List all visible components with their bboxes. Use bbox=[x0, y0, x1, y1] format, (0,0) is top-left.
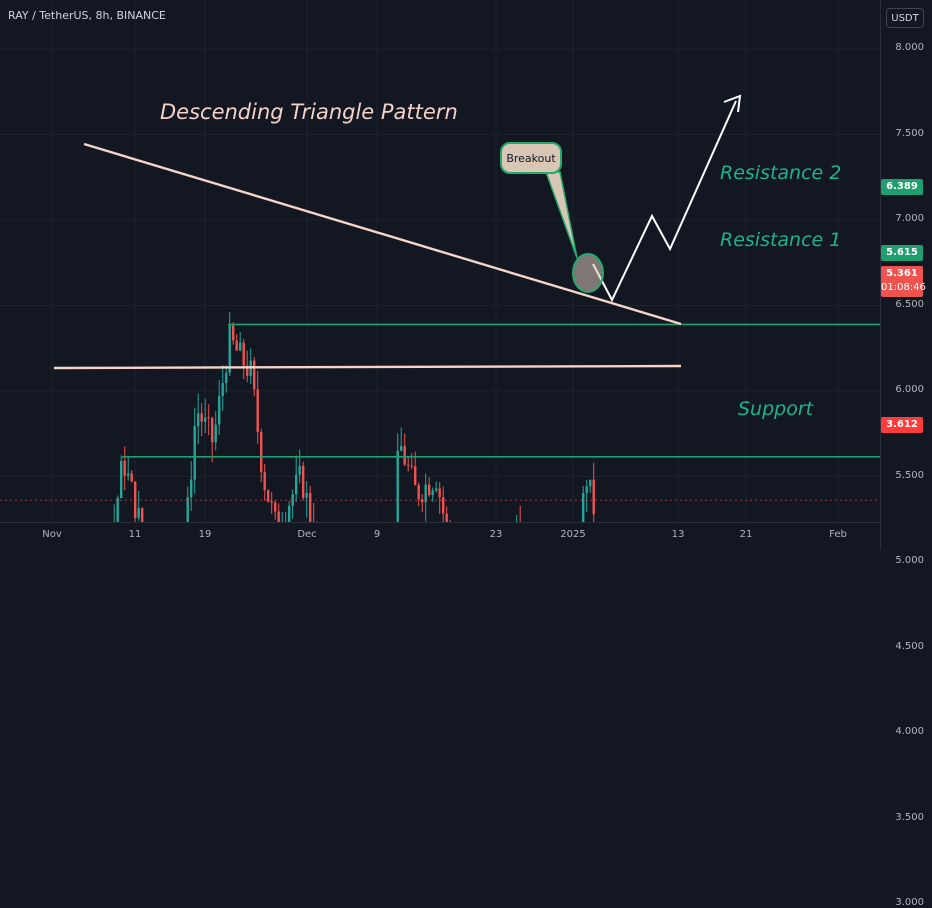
candle-body bbox=[288, 506, 290, 522]
candle-body bbox=[194, 426, 196, 480]
candle-body bbox=[215, 425, 217, 443]
candle-body bbox=[414, 466, 416, 485]
price-tick-label: 7.500 bbox=[895, 128, 924, 139]
time-tick-label: 19 bbox=[199, 529, 212, 540]
candle-body bbox=[117, 498, 119, 522]
candle-body bbox=[131, 473, 133, 481]
time-tick-label: Dec bbox=[297, 529, 316, 540]
price-tick-label: 8.000 bbox=[895, 42, 924, 53]
candle-body bbox=[124, 461, 126, 476]
candle-body bbox=[138, 508, 140, 518]
candle-body bbox=[260, 432, 262, 472]
candle-body bbox=[295, 475, 297, 494]
breakout-callout: Breakout bbox=[500, 142, 562, 174]
resistance-1-price-tag: 5.615 bbox=[881, 245, 923, 261]
resistance-2-price-tag: 6.389 bbox=[881, 179, 923, 195]
candles bbox=[1, 312, 595, 522]
time-tick-label: 9 bbox=[374, 529, 380, 540]
candle-body bbox=[432, 490, 434, 495]
candle-body bbox=[190, 480, 192, 498]
descending-trendline bbox=[84, 144, 681, 324]
candle-body bbox=[127, 473, 129, 475]
candle-body bbox=[428, 484, 430, 495]
candle-body bbox=[418, 485, 420, 499]
candle-body bbox=[243, 343, 245, 366]
candle-body bbox=[134, 482, 136, 518]
candle-body bbox=[197, 413, 199, 426]
price-tick-label: 4.500 bbox=[895, 641, 924, 652]
breakout-circle bbox=[573, 254, 603, 292]
resistance-1-label: Resistance 1 bbox=[720, 229, 841, 251]
current-price-tag: 5.361 01:08:46 bbox=[881, 266, 923, 297]
candle-body bbox=[236, 340, 238, 350]
time-tick-label: 13 bbox=[672, 529, 685, 540]
candle-body bbox=[278, 512, 280, 522]
candle-body bbox=[120, 461, 122, 498]
symbol-title: RAY / TetherUS, 8h, BINANCE bbox=[8, 9, 166, 22]
candle-body bbox=[274, 503, 276, 512]
currency-button[interactable]: USDT bbox=[886, 8, 924, 28]
candle-body bbox=[222, 383, 224, 396]
candle-body bbox=[253, 361, 255, 390]
time-tick-label: 23 bbox=[490, 529, 503, 540]
chart-plot-area[interactable] bbox=[0, 0, 880, 522]
price-tick-label: 6.500 bbox=[895, 299, 924, 310]
candle-body bbox=[582, 493, 584, 522]
candle-body bbox=[302, 466, 304, 498]
candle-body bbox=[439, 488, 441, 497]
current-price-value: 5.361 bbox=[881, 267, 923, 281]
price-tick-label: 3.000 bbox=[895, 897, 924, 908]
candle-body bbox=[218, 396, 220, 424]
candle-body bbox=[201, 413, 203, 421]
candle-body bbox=[271, 501, 273, 502]
candle-body bbox=[586, 486, 588, 493]
support-price-tag: 3.612 bbox=[881, 417, 923, 433]
candle-body bbox=[141, 508, 143, 522]
price-tick-label: 7.000 bbox=[895, 213, 924, 224]
candle-body bbox=[229, 325, 231, 372]
support-label: Support bbox=[738, 398, 813, 420]
candle-body bbox=[204, 417, 206, 421]
candle-body bbox=[208, 417, 210, 418]
bar-countdown: 01:08:46 bbox=[881, 281, 923, 295]
candle-body bbox=[187, 497, 189, 522]
candle-body bbox=[593, 480, 595, 515]
candle-body bbox=[267, 490, 269, 501]
time-tick-label: 21 bbox=[740, 529, 753, 540]
candle-body bbox=[225, 373, 227, 383]
candle-body bbox=[299, 466, 301, 475]
candle-body bbox=[306, 493, 308, 498]
candle-body bbox=[239, 343, 241, 351]
candle-body bbox=[400, 446, 402, 451]
time-tick-label: 11 bbox=[129, 529, 142, 540]
grid bbox=[0, 0, 880, 522]
candle-body bbox=[264, 472, 266, 490]
price-tick-label: 5.500 bbox=[895, 470, 924, 481]
candle-body bbox=[411, 465, 413, 466]
candle-body bbox=[309, 493, 311, 522]
candle-body bbox=[232, 325, 234, 340]
candle-body bbox=[257, 389, 259, 432]
breakout-callout-pointer bbox=[546, 172, 577, 258]
candle-body bbox=[435, 488, 437, 490]
candle-body bbox=[589, 480, 591, 487]
price-tick-label: 6.000 bbox=[895, 384, 924, 395]
resistance-2-label: Resistance 2 bbox=[720, 162, 841, 184]
time-tick-label: Nov bbox=[42, 529, 62, 540]
price-tick-label: 3.500 bbox=[895, 812, 924, 823]
candle-body bbox=[446, 514, 448, 522]
candle-body bbox=[442, 497, 444, 513]
price-tick-label: 4.000 bbox=[895, 726, 924, 737]
time-tick-label: Feb bbox=[829, 529, 847, 540]
candle-body bbox=[425, 484, 427, 502]
price-tick-label: 5.000 bbox=[895, 555, 924, 566]
triangle-base-line bbox=[54, 366, 681, 368]
pattern-title: Descending Triangle Pattern bbox=[160, 100, 458, 124]
candle-body bbox=[404, 446, 406, 465]
candle-body bbox=[211, 418, 213, 442]
time-tick-label: 2025 bbox=[560, 529, 585, 540]
candle-body bbox=[407, 465, 409, 466]
projection-path bbox=[593, 101, 736, 300]
candle-body bbox=[397, 451, 399, 522]
